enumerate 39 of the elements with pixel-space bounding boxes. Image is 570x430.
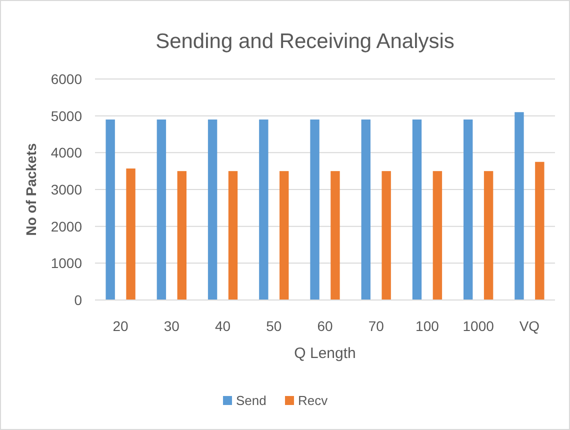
y-tick-label: 1000 [50,255,82,272]
x-tick-label: 60 [317,318,333,334]
bar [106,120,115,300]
x-tick-label: 50 [266,318,282,334]
x-axis-title: Q Length [294,345,356,362]
bar [208,120,218,300]
x-tick-label: 100 [416,318,440,334]
bar [514,112,524,300]
bar [484,171,494,300]
y-tick-label: 6000 [50,71,82,87]
bar [330,171,340,300]
x-tick-label: 70 [368,318,384,334]
legend-label: Recv [298,393,328,408]
bar [156,120,166,300]
bar [280,171,289,300]
bar [535,162,544,300]
y-tick-label: 5000 [50,108,82,124]
legend-label: Send [236,393,266,408]
x-tick-label: 20 [112,318,129,334]
x-tick-label: 40 [214,318,231,334]
y-tick-label: 2000 [50,218,82,234]
x-tick-label: 1000 [462,318,494,334]
y-tick-label: 3000 [50,182,82,198]
bar [259,120,268,300]
bar [382,171,391,300]
bar [361,120,370,300]
bar [464,120,473,300]
bar [412,120,422,300]
bar [177,171,186,300]
bar [310,120,320,300]
bar [228,171,238,300]
bar [432,171,442,300]
x-tick-label: VQ [519,318,540,334]
y-tick-label: 0 [74,292,82,308]
x-tick-label: 30 [164,318,180,334]
chart-title: Sending and Receiving Analysis [156,30,454,53]
bar [126,168,136,300]
y-axis-title: No of Packets [23,142,39,236]
y-tick-label: 4000 [50,144,82,161]
